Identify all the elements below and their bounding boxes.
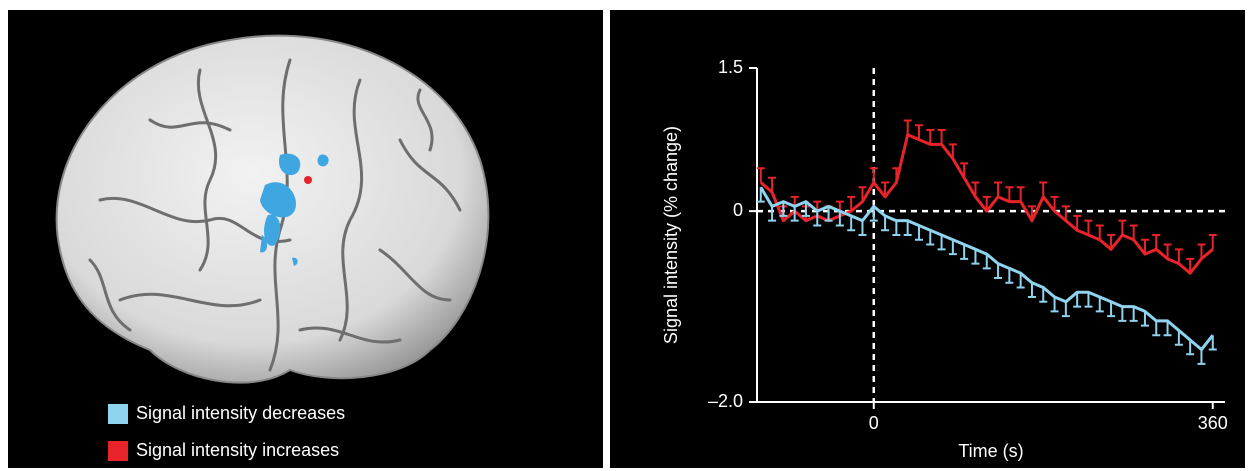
x-tick-label: 0 xyxy=(869,413,879,433)
y-tick-label: 0 xyxy=(733,200,743,220)
figure: Signal intensity decreases Signal intensi… xyxy=(0,0,1251,471)
legend-label: Signal intensity increases xyxy=(136,440,339,460)
legend-label: Signal intensity decreases xyxy=(136,403,345,423)
y-axis-title: Signal intensity (% change) xyxy=(661,126,681,344)
legend-swatch xyxy=(108,404,128,424)
y-tick-label: –2.0 xyxy=(708,391,743,411)
brain-image xyxy=(57,36,489,383)
x-tick-label: 360 xyxy=(1198,413,1228,433)
x-axis-title: Time (s) xyxy=(958,441,1023,461)
legend-swatch xyxy=(108,441,128,461)
y-tick-label: 1.5 xyxy=(718,57,743,77)
chart-panel xyxy=(610,10,1245,468)
